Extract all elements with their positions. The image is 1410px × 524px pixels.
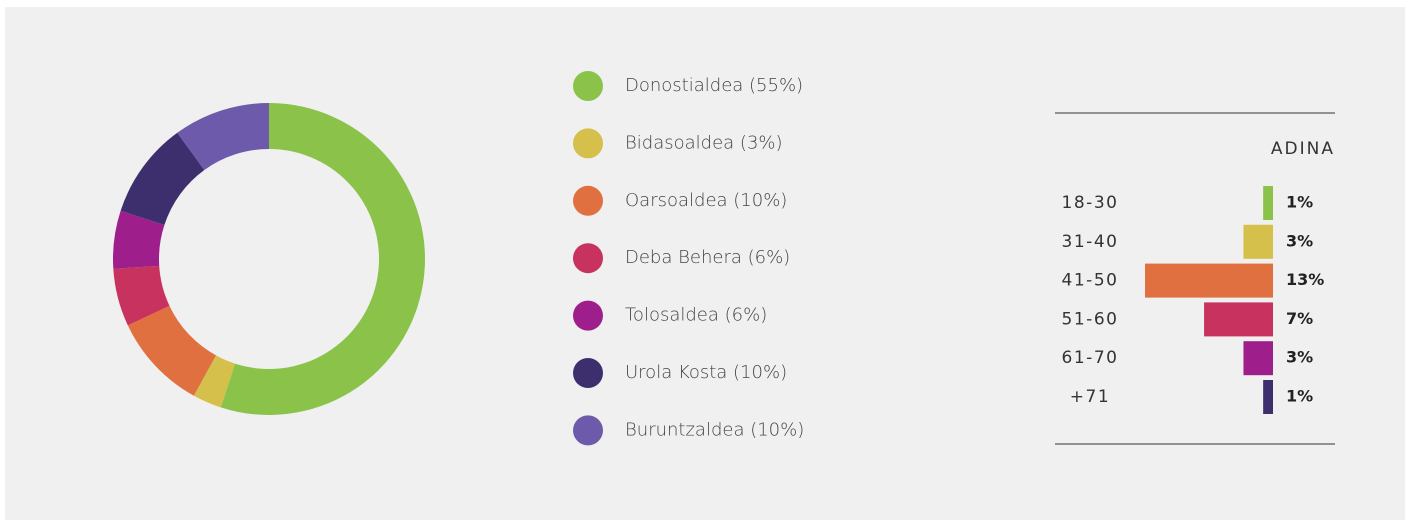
category-label: 51-60 [1062,309,1119,329]
panel [5,7,1405,520]
value-label: 7% [1286,309,1313,328]
category-label: 18-30 [1062,193,1119,213]
legend-label: Urola Kosta (10%) [625,362,787,383]
legend-swatch [573,128,603,159]
legend-label: Tolosaldea (6%) [625,305,767,326]
donut-slice [193,355,236,408]
legend-label: Deba Behera (6%) [625,247,790,268]
bar-title: ADINA [1271,139,1335,159]
value-label: 1% [1286,387,1313,406]
category-label: +71 [1070,387,1110,407]
bar [1243,341,1273,376]
donut-slice [113,210,165,269]
donut-slice [113,265,170,326]
category-label: 41-50 [1062,271,1119,291]
bar [1145,263,1273,298]
donut-slice [127,305,217,396]
category-label: 61-70 [1062,348,1119,368]
value-label: 3% [1286,231,1313,250]
bar [1263,186,1273,220]
legend-label: Oarsoaldea (10%) [625,190,787,211]
legend-swatch [573,185,603,216]
donut-slice [220,103,426,415]
bar [1243,224,1273,259]
bar [1204,302,1273,337]
category-label: 31-40 [1062,232,1119,252]
donut-slice [120,132,205,226]
legend-swatch [573,243,603,274]
legend-label: Donostialdea (55%) [625,75,803,96]
legend-label: Bidasoaldea (3%) [625,132,783,153]
value-label: 3% [1286,348,1313,367]
legend-swatch [573,300,603,331]
bar [1263,380,1273,414]
donut-slice [177,103,269,171]
legend-label: Buruntzaldea (10%) [625,419,804,440]
value-label: 13% [1286,270,1324,289]
legend-swatch [573,415,603,446]
value-label: 1% [1286,193,1313,212]
legend-swatch [573,71,603,101]
legend-swatch [573,358,603,388]
